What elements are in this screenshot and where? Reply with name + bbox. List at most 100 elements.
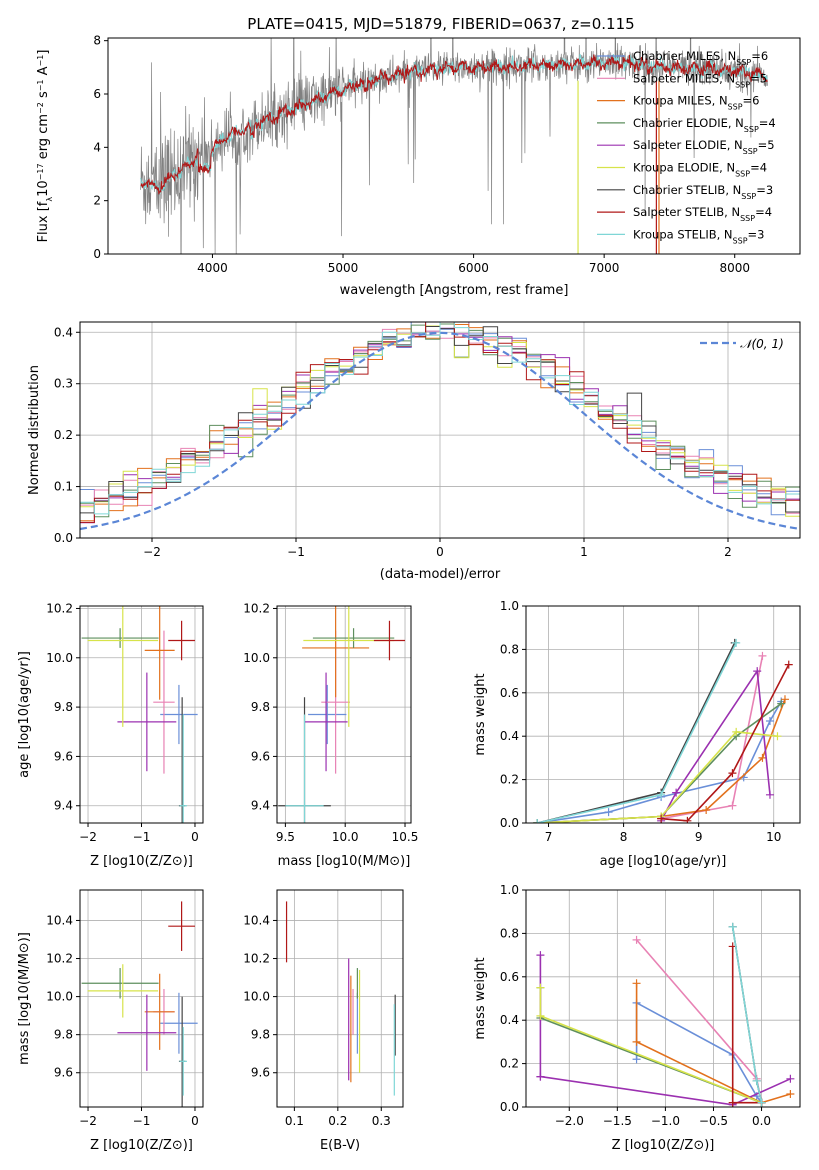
y-tick-label: 1.0: [500, 883, 519, 897]
errorbar-salpeter-stelib: [168, 901, 195, 951]
x-tick-label: 8000: [719, 261, 750, 275]
legend-entry-chabrier-miles-n: Chabrier MILES, NSSP=6: [633, 49, 768, 67]
series-salpeter-stelib: [657, 660, 793, 823]
y-tick-label: 8: [93, 34, 101, 48]
figure-title: PLATE=0415, MJD=51879, FIBERID=0637, z=0…: [247, 15, 634, 33]
series-marker: [536, 951, 545, 960]
y-tick-label: 0.8: [500, 926, 519, 940]
y-axis-label: mass [log10(M/M⊙)]: [17, 932, 32, 1065]
errorbar-kroupa-miles: [302, 606, 370, 698]
errorbar-chabrier-elodie: [81, 968, 159, 999]
series-marker: [632, 1037, 641, 1046]
x-tick-label: 7000: [589, 261, 620, 275]
y-tick-label: 10.0: [243, 651, 270, 665]
y-axis-label: mass weight: [473, 957, 488, 1039]
series-marker: [632, 979, 641, 988]
y-tick-label: 0.0: [500, 1100, 519, 1114]
x-axis-label: age [log10(age/yr)]: [600, 854, 727, 869]
series-line: [537, 731, 778, 823]
series-marker: [536, 983, 545, 992]
x-tick-label: 7: [545, 830, 553, 844]
errorbar-salpeter-elodie: [117, 672, 177, 772]
x-tick-label: 5000: [328, 261, 359, 275]
y-tick-label: 0.6: [500, 970, 519, 984]
chart-mass-vs-EBV: 0.1 0.2 0.3 9.6 9.8 10.0 10.2 10.4 E(B-V): [243, 889, 404, 1153]
series-marker: [765, 790, 774, 799]
x-axis-label: wavelength [Angstrom, rest frame]: [340, 283, 569, 298]
y-tick-label: 0: [93, 247, 101, 261]
series-chabrier-miles: [533, 697, 786, 823]
legend-entry-salpeter-elodie-n: Salpeter ELODIE, NSSP=5: [633, 138, 775, 156]
series-marker: [728, 769, 737, 778]
normal-curve: [80, 331, 800, 531]
x-tick-label: −2.0: [555, 1114, 584, 1128]
series-marker: [533, 819, 542, 823]
y-tick-label: 0.0: [54, 531, 73, 545]
y-tick-label: 10.4: [46, 913, 73, 927]
y-tick-label: 10.0: [46, 651, 73, 665]
plot-area: [533, 638, 793, 823]
y-axis-label: mass weight: [473, 673, 488, 755]
errorbar-chabrier-miles: [308, 684, 347, 745]
x-axis-label: Z [log10(Z/Z⊙)]: [612, 1138, 715, 1153]
series-line: [537, 642, 737, 823]
x-tick-label: 9.5: [276, 830, 295, 844]
y-tick-label: 0.1: [54, 480, 73, 494]
legend-entry-normal: 𝒩(0, 1): [740, 337, 784, 351]
legend-entry-chabrier-elodie-n: Chabrier ELODIE, NSSP=4: [633, 116, 776, 133]
series-line: [660, 668, 771, 822]
x-tick-label: −2: [79, 1114, 97, 1128]
legend-entry-chabrier-stelib-n: Chabrier STELIB, NSSP=3: [633, 183, 773, 201]
axes-frame: [525, 605, 801, 824]
y-tick-label: 10.0: [46, 990, 73, 1004]
y-tick-label: 1.0: [500, 599, 519, 613]
errorbar-kroupa-stelib: [179, 1027, 187, 1096]
x-tick-label: −1: [133, 830, 151, 844]
axes-frame: [107, 37, 801, 255]
y-axis-label: Flux [fλ10−17 erg cm−2 s−1 A−1]: [36, 50, 54, 243]
y-tick-label: 9.6: [54, 749, 73, 763]
errorbar-chabrier-elodie: [312, 628, 395, 648]
histogram-salpeter-stelib: [80, 322, 800, 523]
series-marker: [780, 695, 789, 704]
series-marker: [728, 1098, 737, 1107]
plot-area: [285, 901, 396, 1096]
x-tick-label: 4000: [197, 261, 228, 275]
series-marker: [765, 717, 774, 726]
series-marker: [683, 816, 692, 823]
y-tick-label: 0.8: [500, 642, 519, 656]
histogram-kroupa-stelib: [80, 322, 800, 515]
y-tick-label: 10.0: [243, 990, 270, 1004]
series-marker: [752, 1076, 761, 1085]
series-marker: [732, 638, 741, 647]
x-tick-label: 0.2: [328, 1114, 347, 1128]
x-tick-label: 0.3: [372, 1114, 391, 1128]
series-salpeter-miles: [632, 935, 766, 1107]
chart-mass-vs-Z: −2 −1 0 9.6 9.8 10.0 10.2 10.4 Z [log10(Z/Z⊙)] ma…: [17, 889, 204, 1153]
series-marker: [536, 1072, 545, 1081]
series-marker: [657, 790, 666, 799]
x-tick-label: 10.5: [392, 830, 419, 844]
series-marker: [753, 667, 762, 676]
y-tick-label: 9.8: [251, 1028, 270, 1042]
x-tick-label: −1: [287, 545, 305, 559]
series-marker: [758, 753, 767, 762]
x-tick-label: −1: [133, 1114, 151, 1128]
y-tick-label: 0.2: [500, 1057, 519, 1071]
x-axis-label: Z [log10(Z/Z⊙)]: [90, 854, 193, 869]
errorbar-kroupa-elodie: [87, 606, 159, 727]
series-marker: [732, 727, 741, 736]
series-marker: [728, 801, 737, 810]
errorbar-kroupa-stelib: [285, 714, 324, 823]
y-tick-label: 9.8: [54, 700, 73, 714]
legend-entry-kroupa-elodie-n: Kroupa ELODIE, NSSP=4: [633, 161, 767, 179]
errorbar-salpeter-stelib: [373, 620, 406, 661]
series-marker: [536, 1011, 545, 1020]
errorbar-chabrier-miles: [160, 992, 198, 1054]
x-tick-label: −1.0: [651, 1114, 680, 1128]
y-tick-label: 10.4: [243, 913, 270, 927]
plot-area: [536, 922, 795, 1107]
y-tick-label: 10.2: [46, 601, 73, 615]
y-tick-label: 4: [93, 140, 101, 154]
